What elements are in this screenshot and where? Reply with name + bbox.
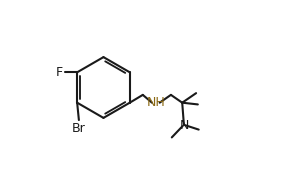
Text: NH: NH xyxy=(147,96,165,109)
Text: F: F xyxy=(56,66,63,79)
Text: Br: Br xyxy=(72,122,86,135)
Text: N: N xyxy=(179,119,189,132)
